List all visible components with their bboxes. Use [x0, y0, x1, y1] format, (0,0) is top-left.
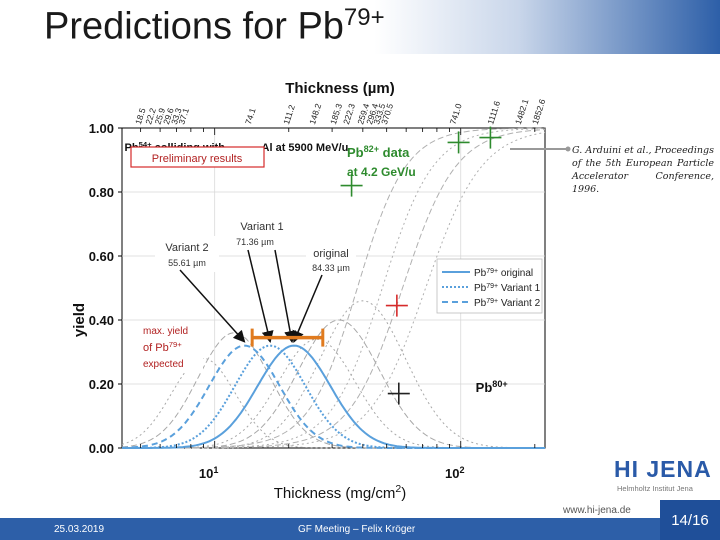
- legend-entry-0: Pb79+ original: [474, 268, 533, 280]
- x-tick-label: 102: [445, 465, 465, 481]
- slide-header: Predictions for Pb79+: [0, 0, 720, 56]
- charge-label-1: Pb80+: [476, 379, 508, 395]
- max-yield-line1: max. yield: [143, 326, 188, 337]
- hi-jena-logo: HI JENA: [614, 456, 712, 482]
- variant1-bg: [226, 216, 300, 250]
- top-tick-label: 18.5: [133, 107, 148, 126]
- top-tick-label: 111.2: [281, 103, 297, 125]
- data-points: [340, 126, 502, 405]
- rising-curve: [122, 129, 546, 449]
- top-tick-label: 37.1: [176, 107, 191, 126]
- series-line-2: [121, 344, 545, 449]
- legend-entry-2: Pb79+ Variant 2: [474, 298, 541, 310]
- data-title-line2: at 4.2 GeV/u: [347, 165, 416, 179]
- slide-footer: [0, 518, 720, 540]
- top-tick-label: 741.0: [448, 102, 464, 126]
- y-tick-label: 1.00: [89, 121, 114, 136]
- top-tick-label: 1482.1: [513, 98, 531, 126]
- y-tick-label: 0.00: [89, 441, 114, 456]
- legend-entry-1: Pb79+ Variant 1: [474, 283, 541, 295]
- top-tick-label: 74.1: [243, 107, 258, 126]
- series-layer: [121, 344, 545, 449]
- rising-curve: [122, 127, 546, 449]
- y-axis-label: yield: [71, 303, 88, 337]
- variant1-value: 71.36 µm: [236, 237, 274, 247]
- x-tick-label: 101: [199, 465, 219, 481]
- reference-citation: G. Arduini et al., Proceedings of the 5t…: [572, 145, 714, 195]
- series-line-1: [122, 344, 545, 449]
- top-tick-label: 33.3: [169, 107, 184, 126]
- title-superscript: 79+: [343, 4, 385, 31]
- y-tick-label: 0.20: [89, 377, 114, 392]
- arrow-variant1: [247, 249, 274, 344]
- footer-date: 25.03.2019: [54, 524, 105, 535]
- page-number-box: [660, 500, 720, 540]
- arrow-original: [292, 274, 323, 343]
- top-tick-label: 25.9: [153, 107, 168, 126]
- data-title-line1: Pb82+ data: [347, 144, 410, 160]
- variant2-value: 55.61 µm: [168, 258, 206, 268]
- max-yield-line2: of Pb79+: [143, 340, 182, 355]
- y-tick-label: 0.40: [89, 313, 114, 328]
- original-name: original: [313, 248, 348, 260]
- top-tick-label: 148.2: [307, 102, 323, 126]
- y-tick-label: 0.80: [89, 185, 114, 200]
- reference-dot: [565, 146, 571, 152]
- chart-annotations: Pb54+ colliding withAl at 5900 MeV/uPb82…: [125, 140, 571, 395]
- variant1-name: Variant 1: [240, 221, 283, 233]
- variant2-name: Variant 2: [165, 242, 208, 254]
- footer-presenter: GF Meeting – Felix Kröger: [298, 524, 416, 535]
- original-value: 84.33 µm: [312, 263, 350, 273]
- x-axis-label: Thickness (mg/cm2): [274, 483, 407, 502]
- top-tick-label: 29.6: [161, 107, 176, 126]
- arrow-variant2: [179, 269, 246, 343]
- top-axis-label: Thickness (µm): [285, 80, 395, 97]
- rising-curve: [122, 132, 546, 449]
- arrow-variant1-b: [274, 249, 296, 344]
- original-bg: [306, 242, 356, 276]
- max-yield-bg: [139, 322, 203, 372]
- page-number: 14/16: [671, 512, 709, 529]
- header-gradient-bar: [0, 0, 720, 54]
- top-tick-label: 22.2: [143, 107, 158, 126]
- top-tick-label: 1111.6: [485, 99, 502, 125]
- logo-subtitle: Helmholtz Institut Jena: [617, 484, 693, 493]
- variant2-bg: [155, 236, 219, 272]
- website-link[interactable]: www.hi-jena.de: [563, 505, 631, 516]
- plot-title-right: Al at 5900 MeV/u: [262, 142, 349, 154]
- top-tick-label: 1852.6: [530, 98, 548, 126]
- preliminary-label: Preliminary results: [152, 153, 243, 165]
- background-curve: [121, 332, 545, 449]
- max-yield-line3: expected: [143, 359, 184, 370]
- slide-title: Predictions for Pb79+: [44, 4, 385, 48]
- y-tick-label: 0.60: [89, 249, 114, 264]
- preliminary-box: [130, 146, 265, 168]
